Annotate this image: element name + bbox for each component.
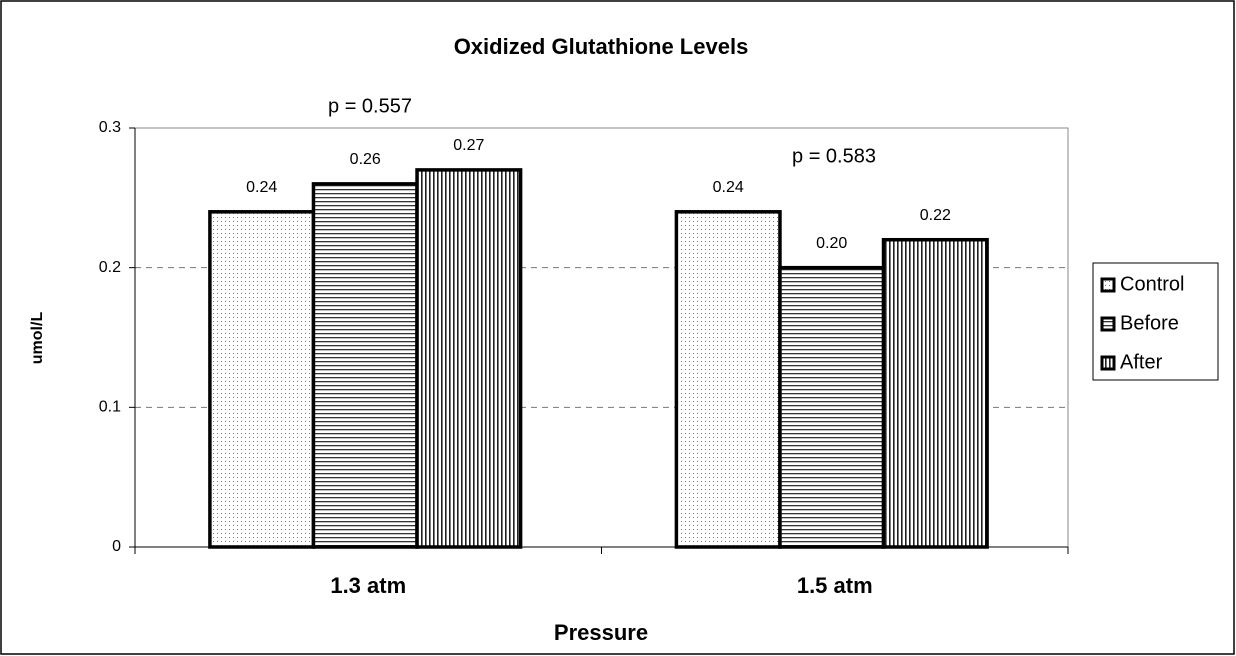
annotation: p = 0.583: [792, 145, 876, 167]
y-axis-label: umol/L: [29, 312, 46, 365]
data-label: 0.24: [713, 179, 744, 196]
data-label: 0.22: [920, 207, 951, 224]
legend-label: Before: [1120, 312, 1179, 334]
data-label: 0.27: [453, 137, 484, 154]
bar: [415, 168, 523, 549]
legend-label: Control: [1120, 273, 1184, 295]
y-tick-label: 0.3: [99, 119, 121, 136]
x-tick-label: 1.3 atm: [330, 573, 406, 598]
data-label: 0.26: [350, 151, 381, 168]
x-axis-label: Pressure: [554, 620, 648, 645]
chart-title: Oxidized Glutathione Levels: [454, 34, 749, 59]
data-label: 0.20: [816, 235, 847, 252]
data-label: 0.24: [246, 179, 277, 196]
y-tick-label: 0.2: [99, 259, 121, 276]
x-tick-label: 1.5 atm: [797, 573, 873, 598]
bar: [208, 210, 316, 549]
legend-swatch: [1100, 277, 1116, 293]
annotation: p = 0.557: [328, 95, 412, 117]
bar: [778, 265, 886, 549]
bar: [881, 237, 989, 549]
legend-swatch: [1100, 316, 1116, 332]
legend-label: After: [1120, 351, 1163, 373]
bar: [311, 182, 419, 549]
y-tick-label: 0.1: [99, 399, 121, 416]
legend-swatch: [1100, 355, 1116, 371]
bar: [674, 210, 782, 549]
y-tick-label: 0: [112, 538, 121, 555]
